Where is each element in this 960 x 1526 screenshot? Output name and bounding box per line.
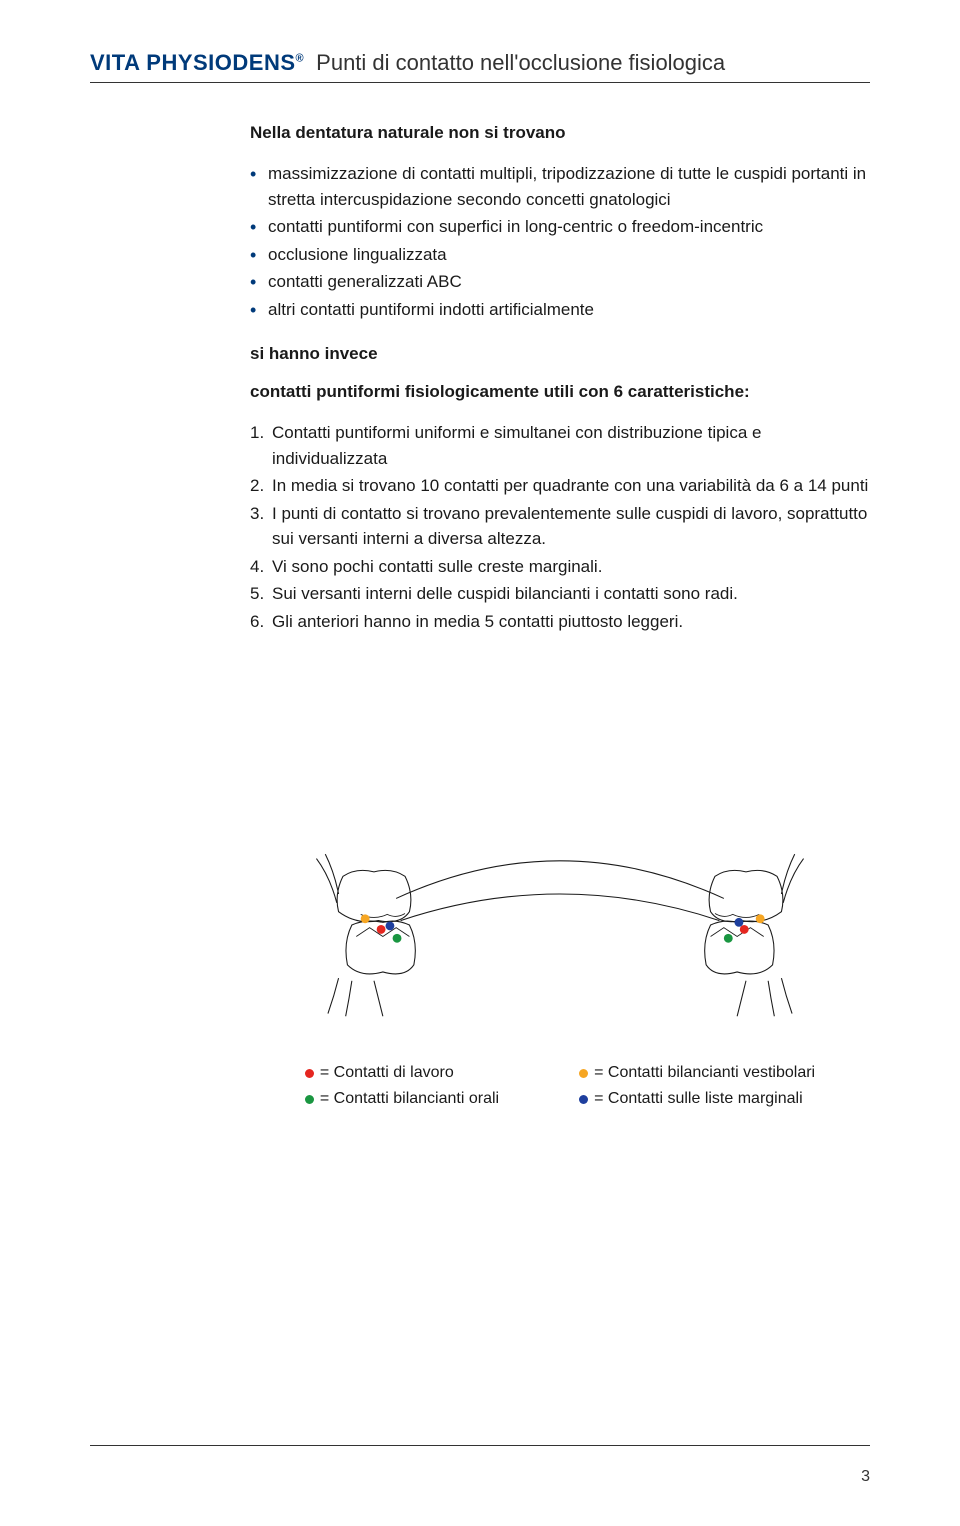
item-number: 3.	[250, 501, 272, 552]
legend: = Contatti di lavoro = Contatti bilancia…	[250, 1064, 870, 1108]
page-header: VITA PHYSIODENS® Punti di contatto nell'…	[90, 50, 870, 83]
occlusion-diagram	[250, 754, 870, 1034]
item-text: Vi sono pochi contatti sulle creste marg…	[272, 554, 602, 580]
page-subtitle: Punti di contatto nell'occlusione fisiol…	[316, 50, 725, 76]
legend-left-col: = Contatti di lavoro = Contatti bilancia…	[305, 1064, 499, 1108]
list-item: 3.I punti di contatto si trovano prevale…	[250, 501, 870, 552]
page-number: 3	[861, 1468, 870, 1486]
bullet-item: contatti puntiformi con superfici in lon…	[250, 214, 870, 240]
legend-label: = Contatti sulle liste marginali	[594, 1090, 803, 1108]
numbered-list: 1.Contatti puntiformi uniformi e simulta…	[250, 420, 870, 634]
bullet-item: contatti generalizzati ABC	[250, 269, 870, 295]
item-number: 1.	[250, 420, 272, 471]
list-item: 4.Vi sono pochi contatti sulle creste ma…	[250, 554, 870, 580]
footer-rule	[90, 1445, 870, 1446]
list-item: 1.Contatti puntiformi uniformi e simulta…	[250, 420, 870, 471]
item-number: 6.	[250, 609, 272, 635]
legend-dot-red	[305, 1069, 314, 1078]
brand-text: VITA PHYSIODENS	[90, 50, 296, 75]
item-text: In media si trovano 10 contatti per quad…	[272, 473, 868, 499]
legend-label: = Contatti bilancianti orali	[320, 1090, 499, 1108]
item-number: 4.	[250, 554, 272, 580]
item-text: I punti di contatto si trovano prevalent…	[272, 501, 870, 552]
legend-item: = Contatti sulle liste marginali	[579, 1090, 815, 1108]
bullet-item: occlusione lingualizzata	[250, 242, 870, 268]
list-item: 5.Sui versanti interni delle cuspidi bil…	[250, 581, 870, 607]
legend-dot-green	[305, 1095, 314, 1104]
legend-right-col: = Contatti bilancianti vestibolari = Con…	[579, 1064, 815, 1108]
tooth-diagram-icon	[250, 754, 870, 1034]
legend-item: = Contatti bilancianti vestibolari	[579, 1064, 815, 1082]
legend-item: = Contatti di lavoro	[305, 1064, 499, 1082]
item-text: Contatti puntiformi uniformi e simultane…	[272, 420, 870, 471]
legend-item: = Contatti bilancianti orali	[305, 1090, 499, 1108]
legend-label: = Contatti bilancianti vestibolari	[594, 1064, 815, 1082]
section2-title: si hanno invece	[250, 344, 870, 364]
section3-title: contatti puntiformi fisiologicamente uti…	[250, 382, 870, 402]
bullet-list: massimizzazione di contatti multipli, tr…	[250, 161, 870, 322]
legend-dot-blue	[579, 1095, 588, 1104]
legend-label: = Contatti di lavoro	[320, 1064, 454, 1082]
bullet-item: massimizzazione di contatti multipli, tr…	[250, 161, 870, 212]
item-text: Gli anteriori hanno in media 5 contatti …	[272, 609, 683, 635]
item-text: Sui versanti interni delle cuspidi bilan…	[272, 581, 738, 607]
item-number: 2.	[250, 473, 272, 499]
list-item: 6.Gli anteriori hanno in media 5 contatt…	[250, 609, 870, 635]
list-item: 2.In media si trovano 10 contatti per qu…	[250, 473, 870, 499]
section1-title: Nella dentatura naturale non si trovano	[250, 123, 870, 143]
reg-symbol: ®	[296, 53, 305, 65]
legend-dot-orange	[579, 1069, 588, 1078]
item-number: 5.	[250, 581, 272, 607]
bullet-item: altri contatti puntiformi indotti artifi…	[250, 297, 870, 323]
brand-name: VITA PHYSIODENS®	[90, 50, 304, 76]
main-content: Nella dentatura naturale non si trovano …	[250, 123, 870, 1108]
